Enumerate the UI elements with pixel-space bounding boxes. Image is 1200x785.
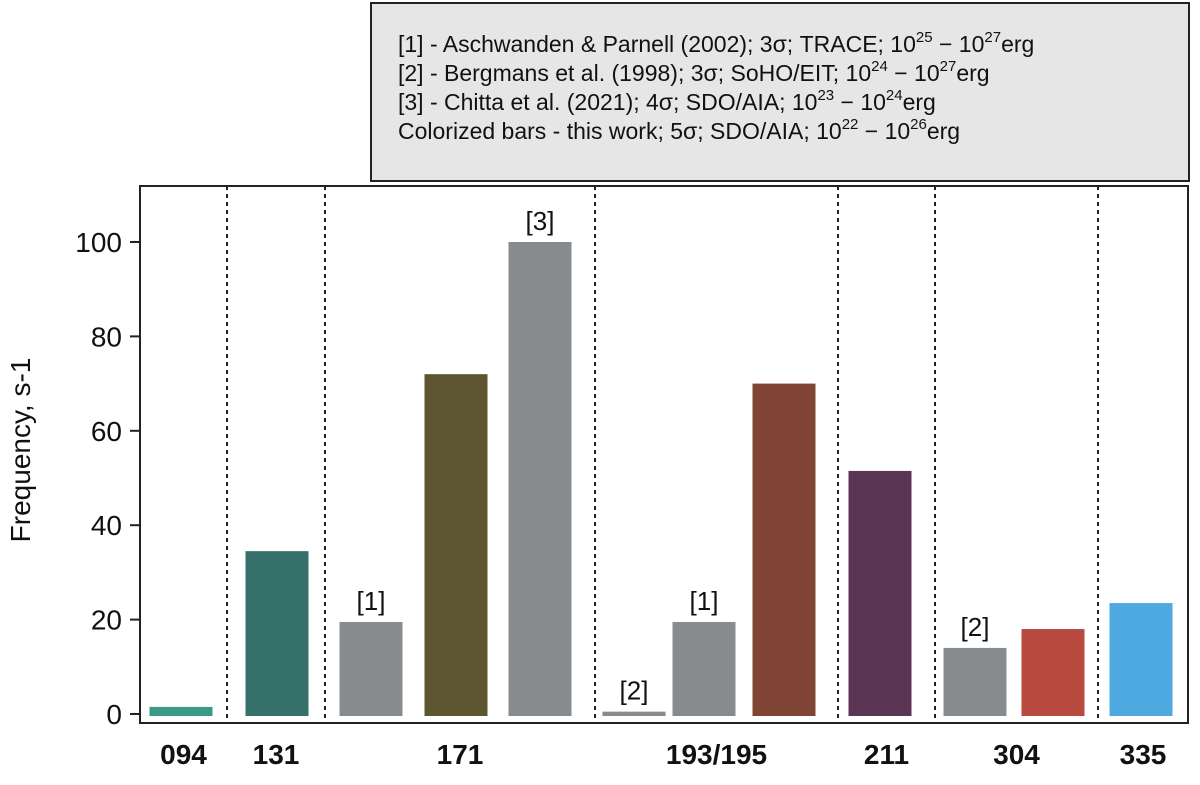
bar (508, 242, 572, 716)
bar-reference-label: [2] (961, 612, 990, 642)
bar (149, 706, 213, 716)
bar-reference-label: [1] (690, 586, 719, 616)
y-axis-label: Frequency, s-1 (5, 358, 36, 543)
bar (1021, 629, 1085, 716)
bar (848, 470, 912, 716)
x-category-label: 335 (1120, 739, 1167, 770)
legend-entry-2: [2] - Bergmans et al. (1998); 3σ; SoHO/E… (398, 58, 990, 86)
y-tick-label: 80 (91, 321, 122, 352)
x-category-label: 131 (253, 739, 300, 770)
legend-entry-1: [1] - Aschwanden & Parnell (2002); 3σ; T… (398, 29, 1035, 57)
x-category-label: 211 (864, 739, 909, 770)
x-category-label: 193/195 (666, 739, 767, 770)
x-category-label: 094 (160, 739, 207, 770)
bar (339, 621, 403, 716)
y-tick-label: 0 (106, 699, 122, 730)
bar (602, 711, 666, 716)
x-category-label: 304 (993, 739, 1040, 770)
y-tick-label: 60 (91, 416, 122, 447)
bar-reference-label: [1] (357, 586, 386, 616)
bar (245, 551, 309, 716)
bar-reference-label: [3] (526, 206, 555, 236)
y-tick-label: 20 (91, 605, 122, 636)
legend-entry-4: Colorized bars - this work; 5σ; SDO/AIA;… (398, 116, 961, 144)
bar (752, 383, 816, 716)
y-tick-label: 100 (75, 227, 122, 258)
bar (943, 647, 1007, 716)
legend-box: [1] - Aschwanden & Parnell (2002); 3σ; T… (370, 2, 1190, 182)
bar-reference-label: [2] (620, 676, 649, 706)
x-category-label: 171 (437, 739, 484, 770)
bar (672, 621, 736, 716)
bar (424, 374, 488, 716)
y-tick-label: 40 (91, 510, 122, 541)
bar (1109, 603, 1173, 716)
plot-frame (139, 185, 1189, 724)
legend-entry-3: [3] - Chitta et al. (2021); 4σ; SDO/AIA;… (398, 87, 936, 115)
